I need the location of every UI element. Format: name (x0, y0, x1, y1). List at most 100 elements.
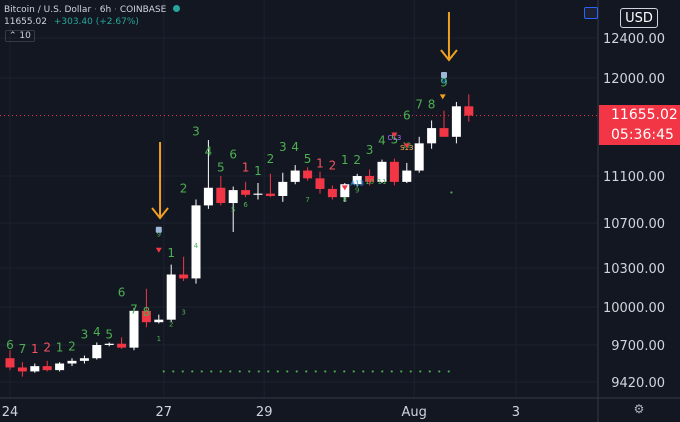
countdown-label: 9 (157, 231, 161, 239)
support-level-dot (305, 370, 308, 373)
sell-signal-arrow (155, 247, 162, 253)
sell-signal-arrow (403, 143, 410, 149)
header-change: +303.40 (+2.67%) (53, 17, 139, 27)
y-tick-label: 12400.00 (603, 32, 665, 47)
support-level-dot (219, 370, 222, 373)
candle-body (104, 343, 114, 345)
candle-body (439, 128, 449, 137)
candle-body (427, 128, 437, 144)
support-level-dot (267, 370, 270, 373)
candle-body (141, 310, 151, 323)
chart-header: Bitcoin / U.S. Dollar · 6h · COINBASE (4, 5, 181, 15)
support-level-dot (428, 370, 431, 373)
support-level-dot (324, 370, 327, 373)
candle-body (191, 205, 201, 279)
setup-count-label: 6 (118, 286, 126, 300)
support-level-dot (181, 370, 184, 373)
setup-count-label: 4 (93, 325, 101, 339)
candle-body (5, 358, 15, 368)
x-tick-label: Aug (402, 405, 427, 420)
support-level-dot (314, 370, 317, 373)
setup-count-label: 5 (391, 132, 399, 146)
candle-body (340, 184, 350, 198)
indicators-toggle[interactable]: ⌃ 10 (5, 30, 35, 42)
support-level-dot (172, 370, 175, 373)
candle-body (30, 366, 40, 372)
candle-body (67, 360, 77, 364)
countdown-label: 4 (194, 242, 199, 250)
support-level-dot (257, 370, 260, 373)
support-level-dot (191, 370, 194, 373)
setup-count-label: 7 (130, 302, 138, 316)
support-level-dot (333, 370, 336, 373)
support-level-dot (409, 370, 412, 373)
x-tick-label: 27 (155, 405, 172, 420)
symbol-name[interactable]: Bitcoin / U.S. Dollar (4, 5, 92, 15)
support-level-dot (371, 370, 374, 373)
candle-body (389, 161, 399, 182)
gear-icon[interactable]: ⚙ (633, 402, 645, 416)
candle-body (327, 188, 337, 198)
y-tick-label: 12000.00 (603, 72, 665, 87)
support-level-dot (200, 370, 203, 373)
countdown-label: A13 (350, 179, 364, 187)
countdown-label: 10 (365, 178, 374, 186)
sell-signal-arrow (341, 185, 348, 191)
support-level-dot (162, 370, 165, 373)
x-tick-label: 3 (512, 405, 520, 420)
candle-body (166, 274, 176, 320)
setup-count-label: 1 (341, 153, 349, 167)
candle-body (79, 358, 89, 361)
candle-body (154, 319, 164, 323)
support-level-dot (390, 370, 393, 373)
candle-body (92, 345, 102, 359)
bar-countdown-label: 05:36:45 (599, 125, 680, 145)
y-tick-label: 9420.00 (611, 376, 665, 391)
candle-body (129, 310, 139, 348)
candle-body (464, 106, 474, 116)
candle-body (203, 187, 213, 206)
setup-count-label: 6 (6, 338, 14, 352)
candle-body (414, 143, 424, 171)
interval-label[interactable]: 6h (99, 5, 112, 15)
exchange-label: COINBASE (119, 5, 167, 15)
chevron-up-icon: ⌃ (9, 31, 17, 41)
support-level-dot (447, 370, 450, 373)
candle-body (278, 181, 288, 196)
setup-count-label: 2 (43, 341, 51, 355)
setup-count-label: 2 (329, 158, 337, 172)
price-change-line: 11655.02 +303.40 (+2.67%) (4, 17, 139, 27)
setup-count-label: 3 (81, 328, 89, 342)
annotation-arrow-aug-head (440, 49, 458, 62)
countdown-label: 2 (169, 321, 173, 329)
candle-body (228, 190, 238, 204)
countdown-label: 9 (355, 186, 359, 194)
support-level-dot (400, 370, 403, 373)
countdown-label: C13 (388, 134, 402, 142)
candle-body (365, 176, 375, 182)
setup-count-label: 2 (68, 339, 76, 353)
setup-count-label: 8 (428, 97, 436, 111)
candle-body (265, 193, 275, 196)
chart-style-icon[interactable] (584, 7, 598, 19)
setup-count-label: 2 (353, 153, 361, 167)
support-level-dot (229, 370, 232, 373)
last-price-label: 11655.02 (599, 105, 680, 125)
support-level-dot (419, 370, 422, 373)
currency-button[interactable]: USD (620, 8, 658, 28)
countdown-label: 1 (157, 335, 161, 343)
setup-count-label: 5 (304, 152, 312, 166)
candle-body (352, 176, 362, 185)
support-level-dot (362, 370, 365, 373)
perfect-signal-arrow (439, 94, 446, 100)
candle-body (451, 106, 461, 137)
signal-badge (155, 226, 162, 233)
setup-count-label: 1 (316, 156, 324, 170)
support-level-dot (438, 370, 441, 373)
setup-count-label: 8 (143, 305, 151, 319)
annotation-arrow-27-head (151, 207, 169, 220)
candle-body (315, 178, 325, 189)
sell-signal-arrow (391, 132, 398, 138)
